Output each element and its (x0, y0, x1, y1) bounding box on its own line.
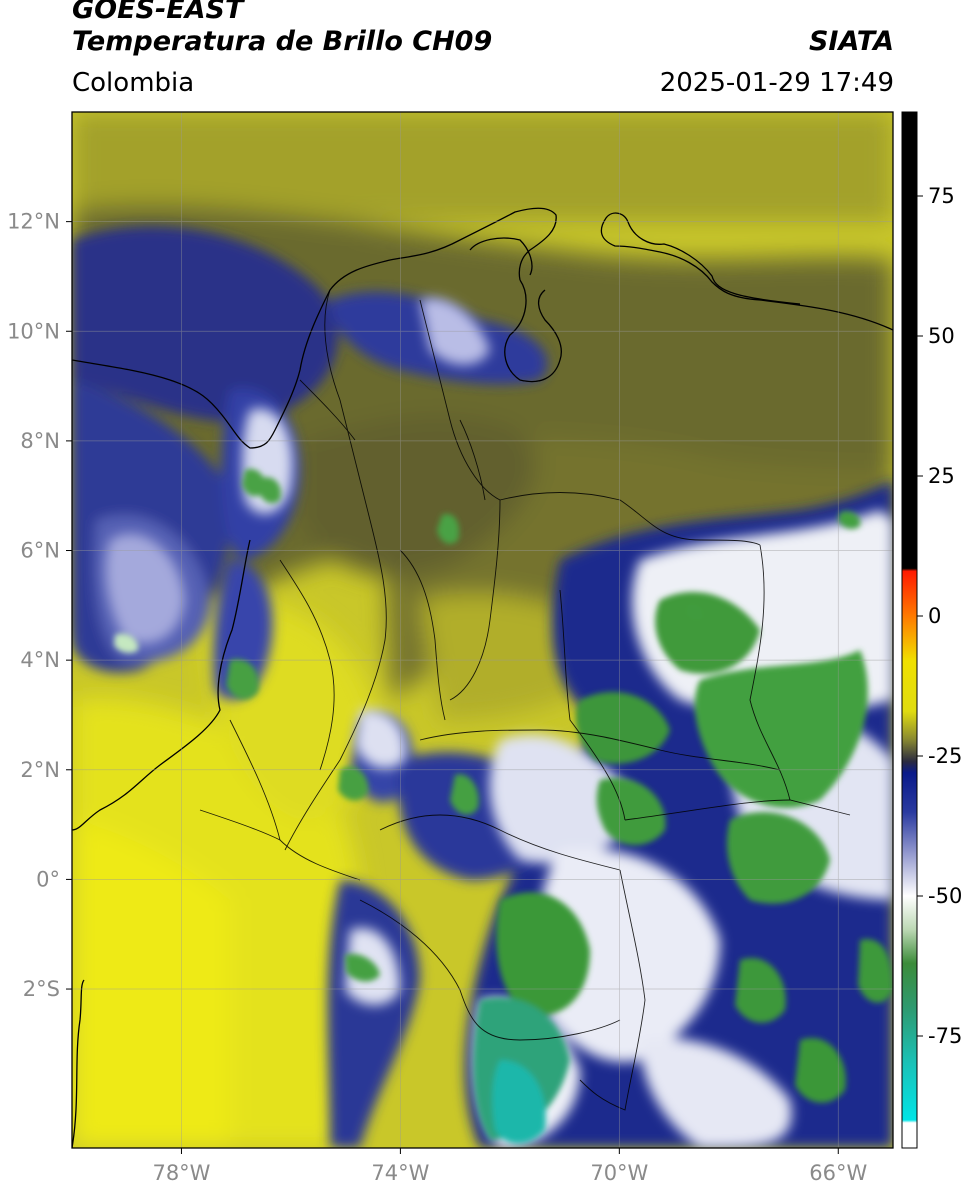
product-title: GOES-EAST (72, 0, 244, 25)
colorbar-ticks: 75 50 25 0 -25 -50 -75 (917, 184, 962, 1048)
colorbar-tick-label: 0 (928, 604, 941, 628)
longitude-tick-labels: 78°W 74°W 70°W 66°W (152, 1148, 867, 1185)
lat-tick-label: 0° (36, 867, 60, 891)
brightness-temperature-field (72, 112, 893, 1148)
lon-tick-label: 78°W (152, 1161, 210, 1185)
lat-tick-label: 10°N (7, 319, 60, 343)
department-borders (199, 289, 851, 1111)
maracaibo-lake (504, 279, 562, 383)
venezuela-coast (600, 212, 893, 331)
brand-label: SIATA (808, 26, 894, 57)
region-label: Colombia (72, 68, 195, 98)
colorbar-tick-label: 50 (928, 324, 955, 348)
coastlines-and-borders (72, 207, 893, 1148)
lat-tick-label: 4°N (20, 648, 60, 672)
colorbar-tick-label: 25 (928, 464, 955, 488)
peru-coast (72, 979, 85, 1148)
latitude-tick-labels: 12°N 10°N 8°N 6°N 4°N 2°N 0° 2°S (7, 210, 72, 1001)
colorbar-tick-label: 75 (928, 184, 955, 208)
colorbar (902, 112, 917, 1148)
lon-tick-label: 66°W (809, 1161, 867, 1185)
product-subtitle: Temperatura de Brillo CH09 (72, 26, 493, 57)
graticule (72, 112, 893, 1148)
map-frame (71, 111, 894, 1149)
lat-tick-label: 2°N (20, 758, 60, 782)
coldest-cloud-tops (114, 468, 893, 1144)
lat-tick-label: 6°N (20, 539, 60, 563)
colorbar-tick-label: -75 (928, 1024, 962, 1048)
timestamp-label: 2025-01-29 17:49 (659, 68, 894, 98)
caribbean-coast (72, 207, 557, 449)
lat-tick-label: 2°S (23, 977, 60, 1001)
colorbar-tick-label: -25 (928, 744, 962, 768)
lon-tick-label: 70°W (590, 1161, 648, 1185)
pacific-coast-north (72, 539, 251, 831)
colorbar-tick-label: -50 (928, 884, 962, 908)
lat-tick-label: 8°N (20, 429, 60, 453)
lat-tick-label: 12°N (7, 210, 60, 234)
lon-tick-label: 74°W (371, 1161, 429, 1185)
colorbar-frame (901, 111, 918, 1149)
guajira-peninsula (469, 237, 533, 276)
